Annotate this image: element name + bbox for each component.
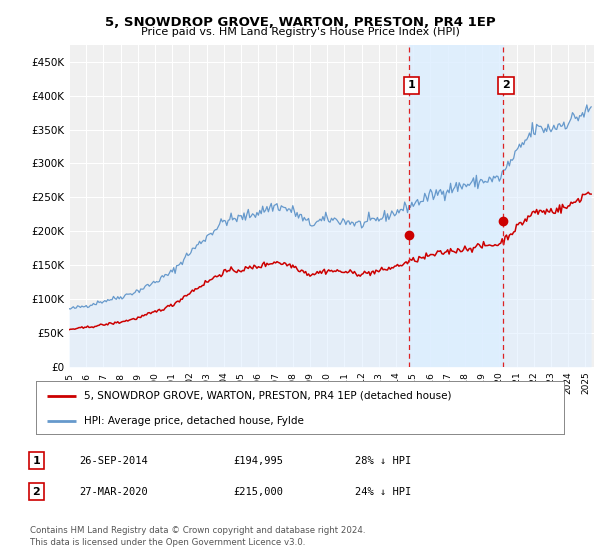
- Text: £215,000: £215,000: [234, 487, 284, 497]
- Text: 27-MAR-2020: 27-MAR-2020: [79, 487, 148, 497]
- Text: 2: 2: [32, 487, 40, 497]
- Text: Price paid vs. HM Land Registry's House Price Index (HPI): Price paid vs. HM Land Registry's House …: [140, 27, 460, 37]
- Text: 5, SNOWDROP GROVE, WARTON, PRESTON, PR4 1EP: 5, SNOWDROP GROVE, WARTON, PRESTON, PR4 …: [104, 16, 496, 29]
- Text: 1: 1: [32, 456, 40, 466]
- Text: 2: 2: [502, 81, 510, 91]
- Text: HPI: Average price, detached house, Fylde: HPI: Average price, detached house, Fyld…: [83, 416, 304, 426]
- Text: 1: 1: [407, 81, 415, 91]
- Text: 26-SEP-2014: 26-SEP-2014: [79, 456, 148, 466]
- Text: 28% ↓ HPI: 28% ↓ HPI: [355, 456, 412, 466]
- Text: 24% ↓ HPI: 24% ↓ HPI: [355, 487, 412, 497]
- Bar: [409, 45, 503, 367]
- Text: 5, SNOWDROP GROVE, WARTON, PRESTON, PR4 1EP (detached house): 5, SNOWDROP GROVE, WARTON, PRESTON, PR4 …: [83, 391, 451, 401]
- Text: £194,995: £194,995: [234, 456, 284, 466]
- Text: Contains HM Land Registry data © Crown copyright and database right 2024.
This d: Contains HM Land Registry data © Crown c…: [30, 526, 365, 547]
